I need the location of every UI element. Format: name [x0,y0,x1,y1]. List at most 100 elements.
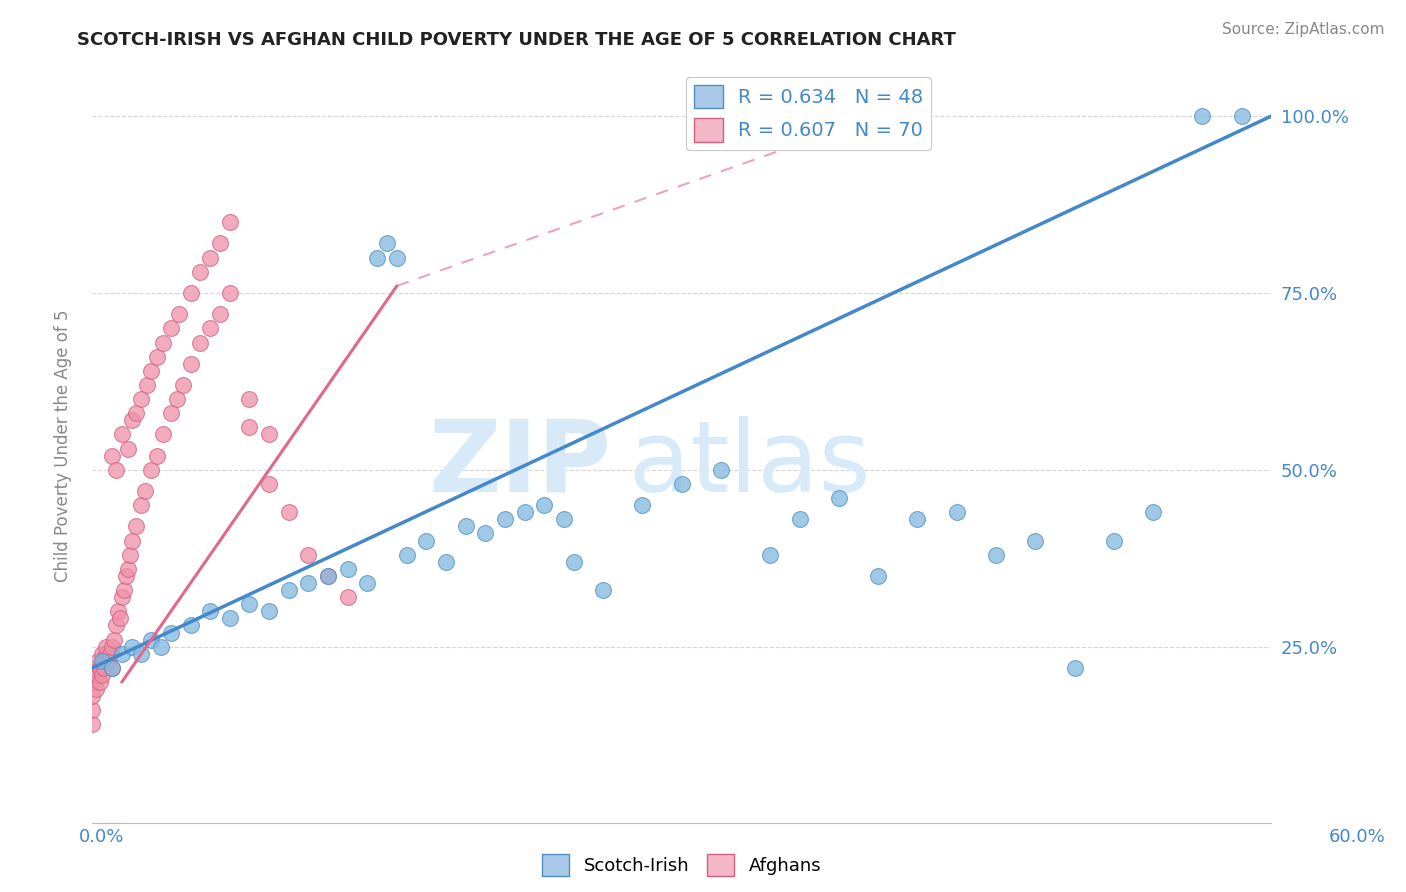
Point [218,215,240,229]
Point [93,654,115,668]
Point [180,285,202,300]
Point [160,625,183,640]
Point [200,604,222,618]
Point [1230,109,1253,123]
Point [167,307,190,321]
Point [82,689,104,703]
Point [91,654,114,668]
Point [474,526,496,541]
Text: Source: ZipAtlas.com: Source: ZipAtlas.com [1222,22,1385,37]
Point [107,604,129,618]
Point [124,519,146,533]
Point [121,413,143,427]
Point [257,477,280,491]
Point [395,548,418,562]
Point [200,321,222,335]
Point [257,604,280,618]
Point [592,583,614,598]
Point [141,632,163,647]
Point [238,420,260,434]
Point [146,449,169,463]
Point [117,442,139,456]
Point [984,548,1007,562]
Point [172,378,194,392]
Point [136,378,159,392]
Text: ZIP: ZIP [427,416,612,513]
Point [907,512,929,526]
Point [868,569,890,583]
Point [141,463,163,477]
Point [789,512,811,526]
Point [238,392,260,406]
Point [238,597,260,611]
Point [94,640,117,654]
Point [82,717,104,731]
Point [257,427,280,442]
Point [150,640,173,654]
Point [131,392,153,406]
Point [117,562,139,576]
Point [82,703,104,717]
Point [104,618,127,632]
Text: SCOTCH-IRISH VS AFGHAN CHILD POVERTY UNDER THE AGE OF 5 CORRELATION CHART: SCOTCH-IRISH VS AFGHAN CHILD POVERTY UND… [77,31,956,49]
Point [533,498,555,512]
Point [91,668,114,682]
Point [1142,505,1164,519]
Point [93,661,115,675]
Point [104,463,127,477]
Point [121,533,143,548]
Point [112,583,135,598]
Point [114,569,136,583]
Point [103,632,125,647]
Point [671,477,693,491]
Point [124,406,146,420]
Point [336,562,359,576]
Point [297,576,319,591]
Point [111,427,134,442]
Point [297,548,319,562]
Point [98,647,121,661]
Point [152,427,174,442]
Point [101,640,124,654]
Point [434,555,457,569]
Point [121,640,143,654]
Point [146,350,169,364]
Point [759,548,782,562]
Point [218,285,240,300]
Point [131,498,153,512]
Point [1024,533,1046,548]
Point [1102,533,1125,548]
Point [454,519,477,533]
Point [89,675,111,690]
Point [316,569,339,583]
Point [111,647,134,661]
Point [562,555,585,569]
Point [208,236,231,251]
Point [631,498,654,512]
Point [166,392,188,406]
Point [118,548,141,562]
Point [316,569,339,583]
Point [200,251,222,265]
Text: 0.0%: 0.0% [79,828,124,846]
Point [828,491,851,505]
Point [91,647,114,661]
Text: 60.0%: 60.0% [1329,828,1385,846]
Point [277,505,299,519]
Point [356,576,378,591]
Point [1063,661,1085,675]
Legend: R = 0.634   N = 48, R = 0.607   N = 70: R = 0.634 N = 48, R = 0.607 N = 70 [686,77,931,150]
Point [160,406,183,420]
Point [101,661,124,675]
Point [87,668,110,682]
Point [1191,109,1213,123]
Point [385,251,408,265]
Point [277,583,299,598]
Text: Child Poverty Under the Age of 5: Child Poverty Under the Age of 5 [55,310,72,582]
Point [152,335,174,350]
Point [108,611,131,625]
Point [336,590,359,604]
Point [141,364,163,378]
Point [87,654,110,668]
Point [160,321,183,335]
